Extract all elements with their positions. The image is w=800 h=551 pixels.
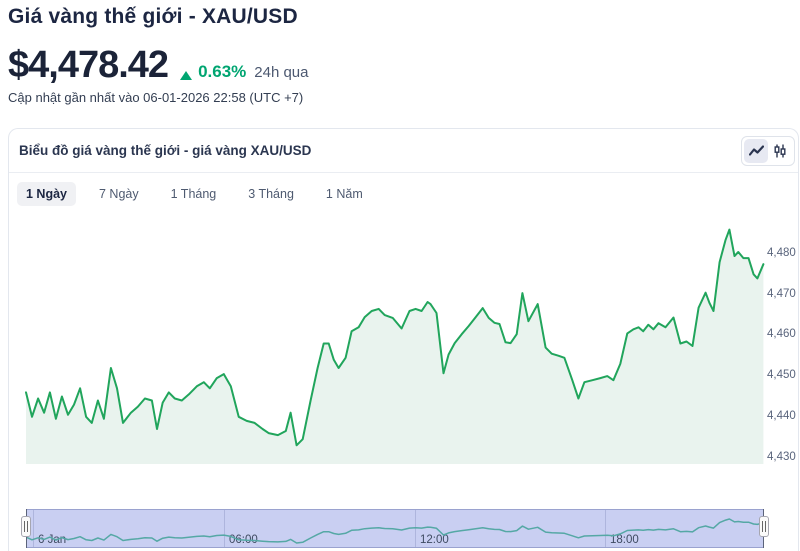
navigator-chart — [26, 518, 764, 544]
y-axis-label: 4,450 — [767, 369, 796, 381]
navigator[interactable]: 6 Jan 06:00 12:00 18:00 — [26, 509, 764, 548]
y-axis-label: 4,460 — [767, 328, 796, 340]
x-axis-label: 18:00 — [610, 534, 639, 546]
tab-3-month[interactable]: 3 Tháng — [239, 182, 303, 206]
navigator-line — [26, 518, 764, 544]
navigator-gridline — [33, 510, 34, 547]
tab-1-day[interactable]: 1 Ngày — [17, 182, 76, 206]
navigator-gridline — [224, 510, 225, 547]
handle-grip-icon — [24, 521, 25, 532]
handle-grip-icon — [762, 521, 763, 532]
navigator-gridline — [605, 510, 606, 547]
range-tabs: 1 Ngày 7 Ngày 1 Tháng 3 Tháng 1 Năm — [17, 182, 798, 206]
candlestick-icon — [774, 144, 786, 157]
y-axis-label: 4,430 — [767, 451, 796, 463]
chart-card-title: Biểu đồ giá vàng thế giới - giá vàng XAU… — [19, 143, 312, 158]
price-row: $4,478.42 0.63% 24h qua — [8, 46, 309, 84]
line-chart-icon — [748, 144, 764, 156]
price-line — [25, 228, 765, 447]
y-axis-label: 4,470 — [767, 288, 796, 300]
price-change-period: 24h qua — [254, 64, 309, 81]
chart-card-header: Biểu đồ giá vàng thế giới - giá vàng XAU… — [9, 129, 798, 173]
price-chart-plot[interactable] — [9, 201, 800, 471]
page-title: Giá vàng thế giới - XAU/USD — [8, 5, 298, 28]
price-change-percent: 0.63% — [198, 62, 247, 81]
handle-grip-icon — [27, 521, 28, 532]
x-axis-label: 12:00 — [420, 534, 449, 546]
up-triangle-icon — [180, 71, 193, 80]
chart-type-toggle — [741, 135, 795, 166]
line-chart-toggle[interactable] — [744, 138, 768, 163]
tab-1-year[interactable]: 1 Năm — [317, 182, 372, 206]
tab-1-month[interactable]: 1 Tháng — [162, 182, 226, 206]
y-axis-label: 4,480 — [767, 247, 796, 259]
area-fill — [26, 229, 764, 464]
handle-grip-icon — [765, 521, 766, 532]
chart-card: Biểu đồ giá vàng thế giới - giá vàng XAU… — [8, 128, 799, 551]
last-updated: Cập nhật gần nhất vào 06-01-2026 22:58 (… — [8, 90, 304, 105]
x-axis-label: 6 Jan — [38, 534, 67, 546]
y-axis-label: 4,440 — [767, 410, 796, 422]
price-value: $4,478.42 — [8, 44, 169, 86]
navigator-right-handle[interactable] — [759, 516, 769, 537]
navigator-left-handle[interactable] — [21, 516, 31, 537]
candlestick-toggle[interactable] — [768, 139, 792, 163]
tab-7-day[interactable]: 7 Ngày — [90, 182, 148, 206]
